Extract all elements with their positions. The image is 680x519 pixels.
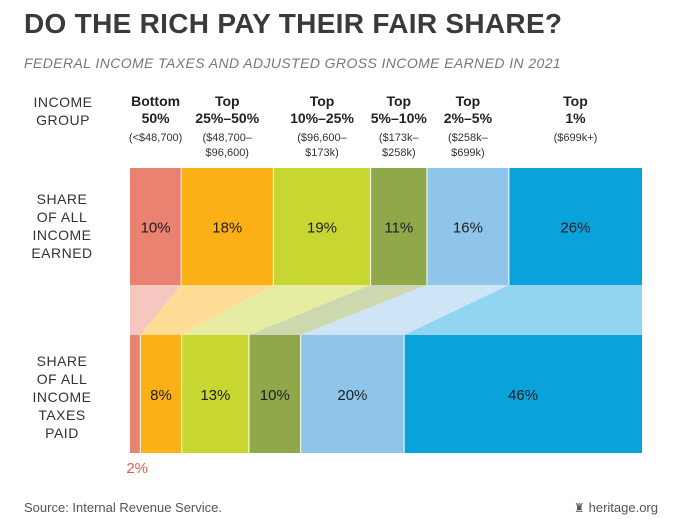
taxes-paid-bar [300,335,405,453]
income-range-label: ($173k– $258k) [378,132,419,159]
income-group-heading: Top 10%–25% [290,93,354,126]
income-earned-bar [508,168,642,285]
connector-band [181,285,371,335]
taxes-paid-value-label: 20% [337,387,367,404]
income-range-label: ($258k– $699k) [448,132,488,159]
income-earned-value-label: 18% [212,220,242,237]
income-range-label: ($699k+) [553,132,598,144]
connector-band [130,285,182,335]
connector-band [248,285,427,335]
taxes-paid-bar [248,335,301,453]
taxes-paid-value-label: 46% [508,387,538,404]
brand-credit: ♜ heritage.org [574,500,658,515]
income-earned-value-label: 26% [560,220,590,237]
income-group-heading: Top 2%–5% [443,93,493,126]
taxes-paid-bar [130,335,141,453]
source-note: Source: Internal Revenue Service. [24,500,222,515]
income-group-heading: Bottom 50% [131,93,181,126]
brand-text: heritage.org [588,500,658,515]
taxes-paid-value-label: 13% [200,387,230,404]
taxes-paid-value-label: 8% [150,387,172,404]
income-earned-bar [273,168,371,285]
income-range-label: ($96,600– $173k) [297,132,347,159]
connector-band [404,285,642,335]
connector-band [300,285,509,335]
taxes-paid-bar [404,335,642,453]
heritage-bell-icon: ♜ [573,501,585,515]
income-range-label: (<$48,700) [128,132,183,144]
row-label-share-income-earned: SHARE OF ALL INCOME EARNED [31,191,93,261]
taxes-paid-value-label: 10% [260,387,290,404]
connector-band [140,285,274,335]
income-earned-bar [426,168,509,285]
income-range-label: ($48,700– $96,600) [202,132,253,159]
row-label-income-group: INCOME GROUP [33,94,93,128]
income-earned-bar [130,168,182,285]
row-label-share-taxes-paid: SHARE OF ALL INCOME TAXES PAID [32,353,92,441]
income-earned-value-label: 10% [141,220,171,237]
chart-subtitle: FEDERAL INCOME TAXES AND ADJUSTED GROSS … [24,55,562,71]
income-earned-bar [181,168,274,285]
taxes-paid-value-label: 2% [126,460,148,477]
income-earned-value-label: 16% [453,220,483,237]
income-earned-value-label: 11% [384,220,413,237]
income-earned-value-label: 19% [307,220,337,237]
chart-title: DO THE RICH PAY THEIR FAIR SHARE? [24,8,563,39]
income-group-heading: Top 5%–10% [370,93,427,126]
taxes-paid-bar [181,335,249,453]
income-group-heading: Top 1% [563,93,588,126]
income-group-heading: Top 25%–50% [195,93,260,126]
taxes-paid-bar [140,335,182,453]
income-earned-bar [370,168,427,285]
